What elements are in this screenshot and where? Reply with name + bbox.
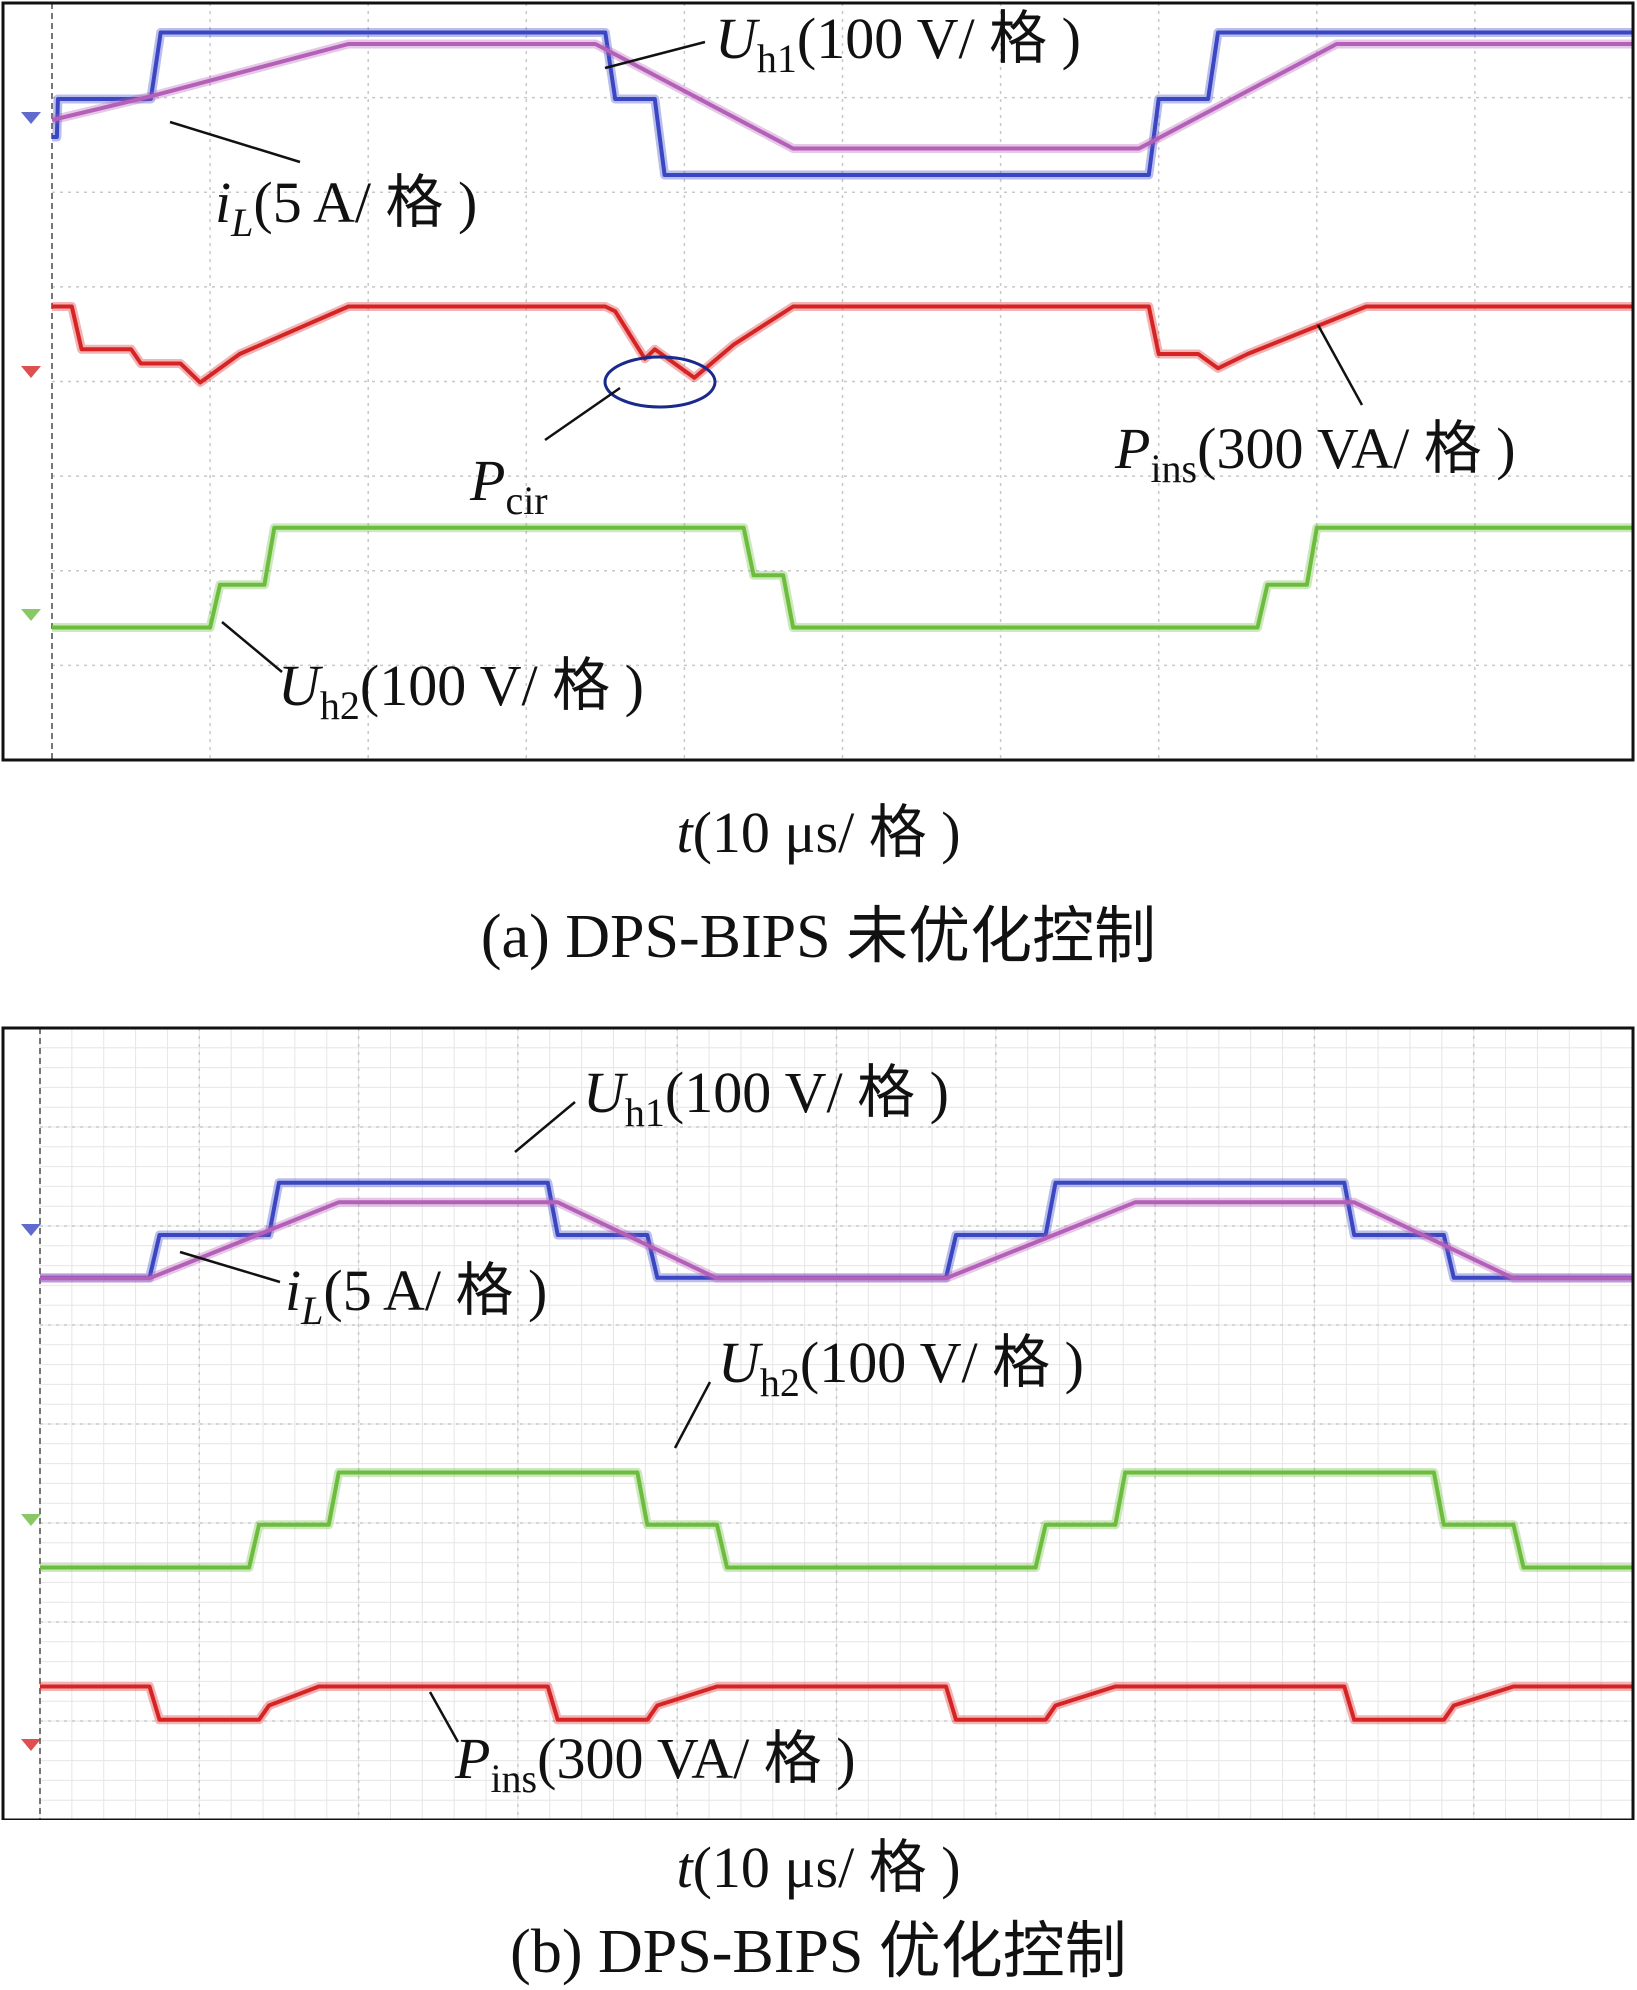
caption-a: (a) DPS-BIPS 未优化控制 xyxy=(480,903,1157,971)
trace-label-symbol: U xyxy=(718,1330,764,1395)
chart-panel-a: Uh1(100 V/ 格 ) iL(5 A/ 格 ) Pins(300 VA/ 格 … xyxy=(0,0,1637,971)
x-axis-unit-b: (10 μs/ 格 ) xyxy=(692,1835,961,1900)
trace-1 xyxy=(51,42,1633,151)
trace-label-subscript: ins xyxy=(490,1756,537,1801)
leader-line-3 xyxy=(544,386,621,442)
trace-2 xyxy=(40,1470,1633,1570)
trace-label-subscript: L xyxy=(230,200,253,245)
trace-3 xyxy=(40,1684,1633,1722)
channel-ground-marker xyxy=(21,366,41,378)
trace-label-symbol: P xyxy=(469,448,505,513)
trace-label-subscript: h2 xyxy=(760,1360,800,1405)
plot-border xyxy=(1,1,1635,762)
trace-label-unit: (100 V/ 格 ) xyxy=(665,1060,949,1125)
leader-line-0 xyxy=(514,1101,576,1153)
x-axis-label-b: t(10 μs/ 格 ) xyxy=(0,1820,1637,1904)
trace-label-unit: (5 A/ 格 ) xyxy=(253,170,477,235)
circulating-power-highlight xyxy=(603,355,717,409)
trace-label-0: Uh1(100 V/ 格 ) xyxy=(715,6,1081,81)
trace-label-3: Pcir xyxy=(469,448,548,523)
trace-label-symbol: U xyxy=(715,6,761,71)
trace-label-unit: (300 VA/ 格 ) xyxy=(537,1726,856,1791)
x-axis-unit-a: (10 μs/ 格 ) xyxy=(692,800,961,865)
trace-label-symbol: P xyxy=(1114,416,1150,481)
trace-label-subscript: L xyxy=(300,1288,323,1333)
x-axis-var-b: t xyxy=(676,1835,693,1900)
channel-ground-marker xyxy=(21,1739,41,1751)
channel-ground-marker xyxy=(21,1224,41,1236)
trace-label-symbol: U xyxy=(583,1060,629,1125)
trace-3 xyxy=(52,525,1633,630)
trace-label-2: Uh2(100 V/ 格 ) xyxy=(718,1330,1084,1405)
leader-line-2 xyxy=(673,1381,712,1449)
oscilloscope-chart-b: Uh1(100 V/ 格 )iL(5 A/ 格 )Uh2(100 V/ 格 )P… xyxy=(1,1026,1635,1820)
traces xyxy=(40,1178,1633,1725)
leader-line-4 xyxy=(221,621,283,673)
grid xyxy=(51,3,1633,760)
trace-label-symbol: U xyxy=(278,653,324,718)
leader-line-3 xyxy=(428,1691,460,1743)
trace-label-2: Pins(300 VA/ 格 ) xyxy=(1114,416,1516,491)
x-axis-var-a: t xyxy=(676,800,693,865)
annotations: Uh1(100 V/ 格 )iL(5 A/ 格 )Pins(300 VA/ 格 … xyxy=(169,6,1516,728)
trace-label-1: iL(5 A/ 格 ) xyxy=(215,170,477,245)
trace-label-subscript: ins xyxy=(1150,446,1197,491)
trace-label-subscript: h1 xyxy=(757,36,797,81)
trace-label-subscript: h1 xyxy=(625,1090,665,1135)
plot-background xyxy=(3,3,1633,760)
chart-panel-b: Uh1(100 V/ 格 ) iL(5 A/ 格 ) Uh2(100 V/ 格 ) P… xyxy=(0,1020,1637,1986)
trace-label-4: Uh2(100 V/ 格 ) xyxy=(278,653,644,728)
leader-line-1 xyxy=(169,120,301,164)
trace-1 xyxy=(40,1200,1633,1281)
trace-label-3: Pins(300 VA/ 格 ) xyxy=(454,1726,856,1801)
trace-label-subscript: h2 xyxy=(320,683,360,728)
trace-label-unit: (100 V/ 格 ) xyxy=(797,6,1081,71)
trace-label-unit: (100 V/ 格 ) xyxy=(360,653,644,718)
trace-label-symbol: i xyxy=(215,170,231,235)
trace-label-subscript: cir xyxy=(505,478,547,523)
channel-ground-marker xyxy=(21,1514,41,1526)
plot-area xyxy=(3,3,1633,760)
channel-ground-marker xyxy=(21,609,41,621)
trace-label-0: Uh1(100 V/ 格 ) xyxy=(583,1060,949,1135)
trace-label-unit: (5 A/ 格 ) xyxy=(323,1258,547,1323)
oscilloscope-chart-a: Uh1(100 V/ 格 )iL(5 A/ 格 )Pins(300 VA/ 格 … xyxy=(1,1,1635,762)
caption-b: (b) DPS-BIPS 优化控制 xyxy=(510,1918,1127,1986)
trace-label-1: iL(5 A/ 格 ) xyxy=(285,1258,547,1333)
annotations: Uh1(100 V/ 格 )iL(5 A/ 格 )Uh2(100 V/ 格 )P… xyxy=(179,1060,1084,1801)
leader-line-0 xyxy=(604,40,706,70)
trace-label-unit: (300 VA/ 格 ) xyxy=(1197,416,1516,481)
leader-line-1 xyxy=(179,1250,281,1284)
plot-border xyxy=(1,1026,1635,1820)
trace-label-symbol: i xyxy=(285,1258,301,1323)
trace-0 xyxy=(52,30,1633,177)
trace-label-unit: (100 V/ 格 ) xyxy=(800,1330,1084,1395)
channel-ground-marker xyxy=(21,112,41,124)
leader-line-2 xyxy=(1316,324,1364,406)
trace-label-symbol: P xyxy=(454,1726,490,1791)
plot-area xyxy=(3,1027,1634,1820)
x-axis-label-a: t(10 μs/ 格 ) xyxy=(0,785,1637,869)
